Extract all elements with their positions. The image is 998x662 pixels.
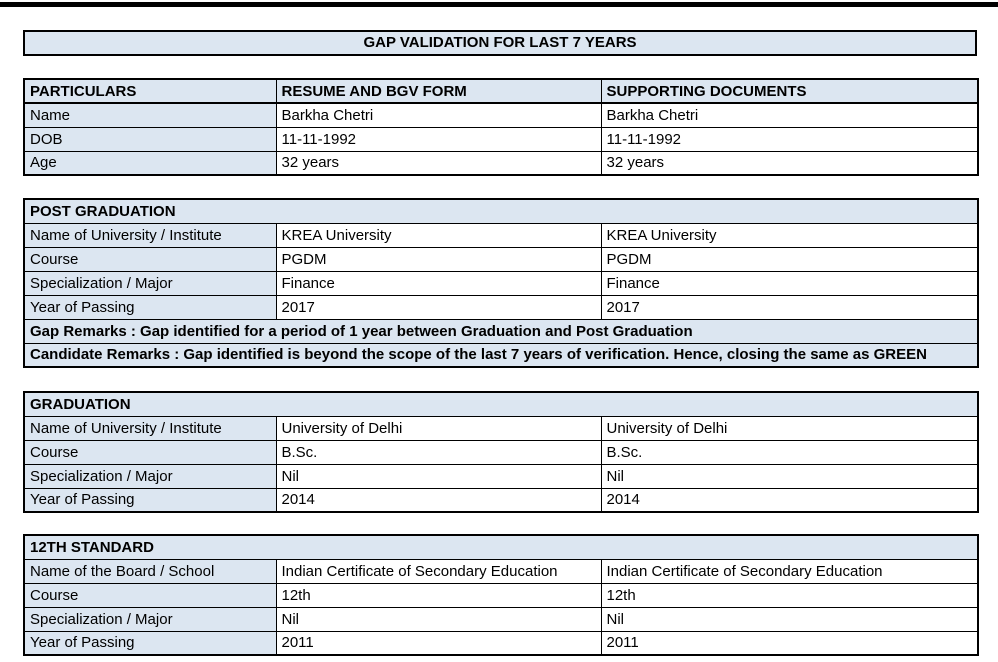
gap-validation-document: GAP VALIDATION FOR LAST 7 YEARS PARTICUL… [23,30,980,656]
resume-value: 2017 [275,294,602,320]
supporting-value: Nil [600,606,979,632]
resume-value: B.Sc. [275,439,602,465]
supporting-value: University of Delhi [600,415,979,441]
section-table-12th-standard: 12TH STANDARD Name of the Board / School… [23,534,980,656]
supporting-value: 11-11-1992 [600,126,979,152]
section-header-row: 12TH STANDARD [23,534,979,560]
row-label: Name of University / Institute [23,222,277,248]
section-table-graduation: GRADUATION Name of University / Institut… [23,391,979,513]
supporting-value: 2017 [600,294,979,320]
table-row-year-of-passing: Year of Passing 2014 2014 [23,487,979,513]
row-label: Course [23,246,277,272]
resume-value: Barkha Chetri [275,102,602,128]
supporting-value: Indian Certificate of Secondary Educatio… [600,558,979,584]
table-row-university: Name of University / Institute Universit… [23,415,979,441]
row-label: Year of Passing [23,487,277,513]
candidate-remarks: Candidate Remarks : Gap identified is be… [23,342,979,368]
supporting-value: 32 years [600,150,979,176]
section-header-row: GRADUATION [23,391,979,417]
table-row-year-of-passing: Year of Passing 2017 2017 [23,294,979,320]
table-row-course: Course 12th 12th [23,582,979,608]
section-title: GRADUATION [23,391,979,417]
resume-value: Indian Certificate of Secondary Educatio… [275,558,602,584]
page-top-border [0,2,998,7]
gap-remarks: Gap Remarks : Gap identified for a perio… [23,318,979,344]
row-label: Specialization / Major [23,606,277,632]
row-label: Specialization / Major [23,463,277,489]
page-title: GAP VALIDATION FOR LAST 7 YEARS [23,30,977,56]
section-title: 12TH STANDARD [23,534,979,560]
table-row-specialization: Specialization / Major Nil Nil [23,463,979,489]
gap-remarks-row: Gap Remarks : Gap identified for a perio… [23,318,979,344]
candidate-info-table: PARTICULARS RESUME AND BGV FORM SUPPORTI… [23,78,979,176]
section-table-post-graduation: POST GRADUATION Name of University / Ins… [23,198,980,368]
row-label: Year of Passing [23,294,277,320]
table-row-year-of-passing: Year of Passing 2011 2011 [23,630,979,656]
supporting-value: B.Sc. [600,439,979,465]
resume-value: Nil [275,463,602,489]
row-label: Course [23,582,277,608]
table-row-age: Age 32 years 32 years [23,150,979,176]
resume-value: PGDM [275,246,602,272]
row-label: DOB [23,126,277,152]
supporting-value: 2011 [600,630,979,656]
table-header-row: PARTICULARS RESUME AND BGV FORM SUPPORTI… [23,78,979,104]
row-label: Specialization / Major [23,270,277,296]
table-row-dob: DOB 11-11-1992 11-11-1992 [23,126,979,152]
header-particulars: PARTICULARS [23,78,277,104]
table-row-course: Course PGDM PGDM [23,246,979,272]
row-label: Age [23,150,277,176]
table-row-course: Course B.Sc. B.Sc. [23,439,979,465]
table-row-name: Name Barkha Chetri Barkha Chetri [23,102,979,128]
resume-value: Finance [275,270,602,296]
row-label: Name of the Board / School [23,558,277,584]
resume-value: Nil [275,606,602,632]
resume-value: 2014 [275,487,602,513]
resume-value: University of Delhi [275,415,602,441]
table-row-board-school: Name of the Board / School Indian Certif… [23,558,979,584]
header-supporting-documents: SUPPORTING DOCUMENTS [600,78,979,104]
section-title: POST GRADUATION [23,198,979,224]
resume-value: 2011 [275,630,602,656]
supporting-value: PGDM [600,246,979,272]
supporting-value: 12th [600,582,979,608]
resume-value: 12th [275,582,602,608]
row-label: Year of Passing [23,630,277,656]
table-row-specialization: Specialization / Major Finance Finance [23,270,979,296]
header-resume-bgv-form: RESUME AND BGV FORM [275,78,602,104]
resume-value: KREA University [275,222,602,248]
supporting-value: Nil [600,463,979,489]
row-label: Name of University / Institute [23,415,277,441]
supporting-value: 2014 [600,487,979,513]
supporting-value: KREA University [600,222,979,248]
resume-value: 32 years [275,150,602,176]
table-row-specialization: Specialization / Major Nil Nil [23,606,979,632]
section-header-row: POST GRADUATION [23,198,979,224]
row-label: Name [23,102,277,128]
candidate-remarks-row: Candidate Remarks : Gap identified is be… [23,342,979,368]
resume-value: 11-11-1992 [275,126,602,152]
supporting-value: Finance [600,270,979,296]
table-row-university: Name of University / Institute KREA Univ… [23,222,979,248]
row-label: Course [23,439,277,465]
supporting-value: Barkha Chetri [600,102,979,128]
